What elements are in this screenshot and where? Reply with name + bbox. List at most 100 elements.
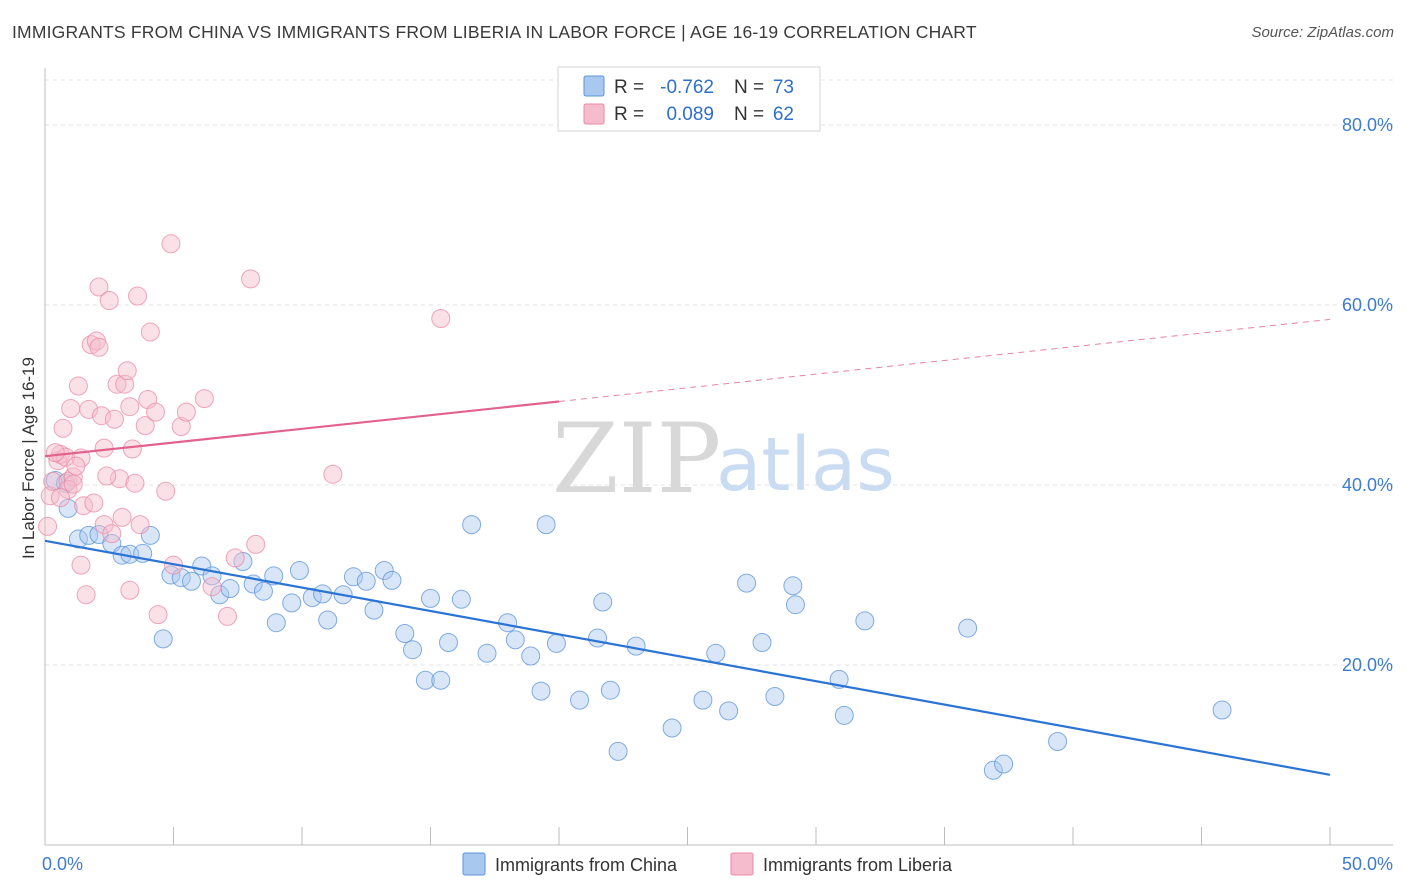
china-data-point bbox=[588, 628, 608, 648]
liberia-data-point bbox=[38, 516, 58, 536]
china-data-point bbox=[662, 718, 682, 738]
china-data-point bbox=[79, 525, 99, 545]
liberia-data-point bbox=[53, 418, 73, 438]
china-data-point bbox=[364, 600, 384, 620]
liberia-data-point bbox=[431, 309, 451, 328]
china-data-point bbox=[421, 588, 440, 608]
china-data-point bbox=[752, 633, 772, 652]
liberia-data-point bbox=[58, 480, 78, 499]
china-data-point bbox=[282, 593, 302, 613]
watermark-zip: ZIP bbox=[552, 403, 721, 515]
china-data-point bbox=[58, 498, 78, 518]
liberia-data-point bbox=[246, 534, 266, 554]
liberia-data-point bbox=[84, 493, 104, 513]
stats-r-value-china: -0.762 bbox=[660, 77, 714, 98]
stats-n-value-china: 73 bbox=[773, 77, 794, 98]
china-data-point bbox=[451, 589, 471, 609]
china-data-point bbox=[343, 567, 363, 587]
liberia-data-point bbox=[89, 337, 109, 357]
liberia-data-point bbox=[102, 524, 122, 544]
china-data-point bbox=[600, 680, 620, 700]
china-data-point bbox=[593, 592, 613, 612]
china-data-point bbox=[546, 633, 566, 653]
china-data-point bbox=[855, 611, 875, 631]
legend-label-liberia: Immigrants from Liberia bbox=[763, 855, 953, 875]
china-data-point bbox=[356, 571, 376, 591]
liberia-data-point bbox=[202, 577, 222, 597]
stats-r-label-liberia: R = bbox=[614, 104, 644, 125]
liberia-data-point bbox=[99, 291, 119, 310]
y-axis-label: In Labor Force | Age 16-19 bbox=[19, 357, 38, 559]
x-tick-label: 50.0% bbox=[1342, 854, 1393, 874]
china-data-point bbox=[181, 571, 201, 591]
china-data-point bbox=[693, 690, 713, 710]
liberia-data-point bbox=[148, 605, 168, 625]
china-data-point bbox=[253, 581, 273, 601]
liberia-data-point bbox=[43, 471, 63, 491]
liberia-data-point bbox=[61, 399, 81, 418]
liberia-data-point bbox=[63, 474, 83, 494]
china-data-point bbox=[153, 629, 173, 649]
china-data-point bbox=[719, 701, 739, 721]
liberia-data-point bbox=[89, 277, 109, 297]
liberia-data-point bbox=[94, 438, 114, 458]
china-data-point bbox=[834, 705, 854, 725]
china-data-point bbox=[570, 690, 590, 710]
series-liberia-points bbox=[38, 234, 451, 626]
x-tick-label: 0.0% bbox=[42, 854, 83, 874]
china-data-point bbox=[403, 640, 423, 660]
china-data-point bbox=[438, 633, 458, 652]
stats-swatch-china bbox=[583, 75, 605, 97]
liberia-data-point bbox=[171, 417, 191, 436]
legend-swatch-china bbox=[462, 852, 486, 876]
china-data-point bbox=[1212, 700, 1232, 720]
china-data-point bbox=[706, 643, 726, 663]
liberia-data-point bbox=[225, 548, 245, 568]
china-data-point bbox=[785, 595, 805, 615]
stats-n-label-liberia: N = bbox=[734, 104, 764, 125]
china-data-point bbox=[374, 561, 394, 580]
liberia-data-point bbox=[120, 580, 140, 600]
china-data-point bbox=[737, 573, 757, 593]
china-data-point bbox=[498, 613, 518, 633]
stats-n-value-liberia: 62 bbox=[773, 104, 794, 125]
stats-swatch-liberia bbox=[583, 103, 605, 125]
china-data-point bbox=[765, 687, 785, 706]
china-data-point bbox=[477, 643, 497, 663]
china-data-point bbox=[220, 579, 240, 598]
china-data-point bbox=[521, 646, 541, 666]
liberia-data-point bbox=[156, 481, 176, 501]
liberia-data-point bbox=[92, 406, 112, 426]
liberia-data-point bbox=[120, 397, 140, 417]
liberia-data-point bbox=[112, 507, 132, 527]
china-data-point bbox=[462, 515, 482, 535]
liberia-data-point bbox=[130, 515, 150, 535]
china-data-point bbox=[983, 760, 1003, 780]
source-credit: Source: ZipAtlas.com bbox=[1251, 24, 1394, 41]
liberia-trend-line-solid bbox=[44, 400, 560, 458]
china-data-point bbox=[783, 576, 803, 596]
y-tick-label: 20.0% bbox=[1342, 655, 1393, 675]
china-data-point bbox=[313, 584, 333, 604]
liberia-data-point bbox=[241, 269, 261, 289]
liberia-data-point bbox=[117, 361, 137, 381]
china-data-point bbox=[264, 566, 284, 586]
stats-r-value-liberia: 0.089 bbox=[666, 104, 714, 125]
liberia-data-point bbox=[97, 466, 117, 486]
liberia-data-point bbox=[323, 464, 343, 484]
china-data-point bbox=[318, 610, 338, 630]
axes: 20.0% 40.0% 60.0% 80.0% 0.0% 50.0% bbox=[42, 68, 1393, 874]
liberia-data-point bbox=[107, 374, 127, 394]
china-data-point bbox=[608, 741, 628, 761]
china-data-point bbox=[958, 618, 978, 638]
china-trend-line bbox=[44, 539, 1331, 776]
china-data-point bbox=[382, 570, 402, 590]
watermark: ZIP atlas bbox=[552, 403, 895, 515]
chart-title: IMMIGRANTS FROM CHINA VS IMMIGRANTS FROM… bbox=[12, 22, 977, 42]
china-data-point bbox=[1048, 732, 1068, 751]
liberia-data-point bbox=[122, 439, 142, 459]
liberia-data-point bbox=[50, 488, 70, 508]
china-data-point bbox=[626, 636, 646, 656]
liberia-data-point bbox=[146, 402, 166, 422]
